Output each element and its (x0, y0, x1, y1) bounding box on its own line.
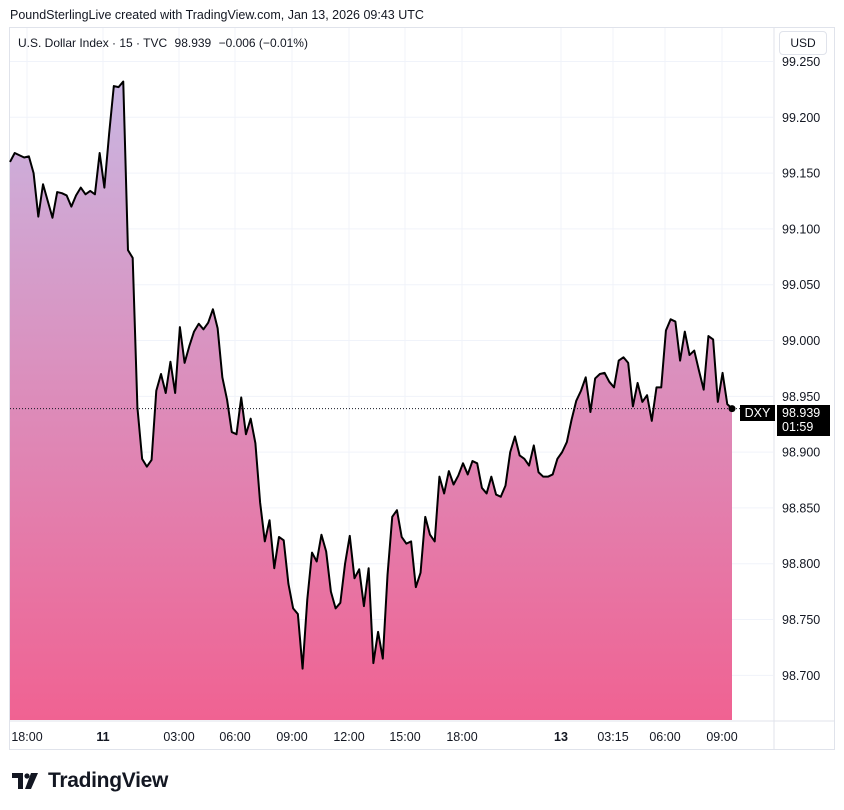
tradingview-logo-text: TradingView (48, 769, 169, 792)
price-tick-label: 98.750 (782, 613, 820, 627)
time-tick-label: 03:15 (597, 730, 628, 744)
tradingview-logo[interactable]: TradingView (12, 768, 168, 794)
price-line (9, 80, 733, 670)
chart-attribution: PoundSterlingLive created with TradingVi… (10, 8, 424, 22)
price-tag-countdown: 01:59 (782, 420, 813, 434)
price-tick-label: 98.950 (782, 390, 820, 404)
price-tick-label: 99.100 (782, 222, 820, 236)
price-tag-symbol-box (740, 405, 775, 421)
price-tick-label: 98.850 (782, 501, 820, 515)
time-tick-label: 12:00 (333, 730, 364, 744)
price-tick-label: 99.150 (782, 167, 820, 181)
price-tick-label: 99.200 (782, 111, 820, 125)
price-tag-value-box (777, 405, 830, 436)
time-tick-label: 09:00 (276, 730, 307, 744)
time-tick-label: 15:00 (389, 730, 420, 744)
tradingview-logo-icon (12, 773, 38, 789)
time-tick-label: 18:00 (446, 730, 477, 744)
price-tag-value: 98.939 (782, 406, 820, 420)
time-tick-label: 09:00 (706, 730, 737, 744)
time-tick-label: 06:00 (219, 730, 250, 744)
time-tick-label: 18:00 (11, 730, 42, 744)
time-tick-label: 11 (96, 730, 109, 744)
currency-button[interactable]: USD (779, 31, 827, 55)
legend-last-price: 98.939 (174, 36, 212, 50)
price-tag: DXY 98.939 01:59 (740, 405, 830, 436)
price-tag-symbol: DXY (745, 406, 771, 420)
price-tick-label: 99.050 (782, 278, 820, 292)
price-scale[interactable]: 99.250 99.200 99.150 99.100 99.050 99.000 98.9… (782, 55, 820, 683)
time-scale[interactable]: 18:00 11 03:00 06:00 09:00 12:00 15:00 18:00 13 0… (11, 730, 737, 744)
chart-legend: U.S. Dollar Index · 15 · TVC 98.939 −0.0… (18, 36, 312, 50)
legend-change: −0.006 (−0.01%) (218, 36, 308, 50)
price-tick-label: 99.250 (782, 55, 820, 69)
time-tick-label: 06:00 (649, 730, 680, 744)
last-price-dot (728, 405, 736, 413)
price-tick-label: 98.800 (782, 557, 820, 571)
price-area-fill (10, 81, 732, 720)
price-tick-label: 98.700 (782, 669, 820, 683)
legend-symbol: U.S. Dollar Index · 15 · TVC (18, 36, 168, 50)
price-tick-label: 99.000 (782, 334, 820, 348)
time-tick-label: 13 (554, 730, 568, 744)
chart-frame (9, 27, 835, 750)
price-tick-label: 98.900 (782, 446, 820, 460)
time-tick-label: 03:00 (163, 730, 194, 744)
